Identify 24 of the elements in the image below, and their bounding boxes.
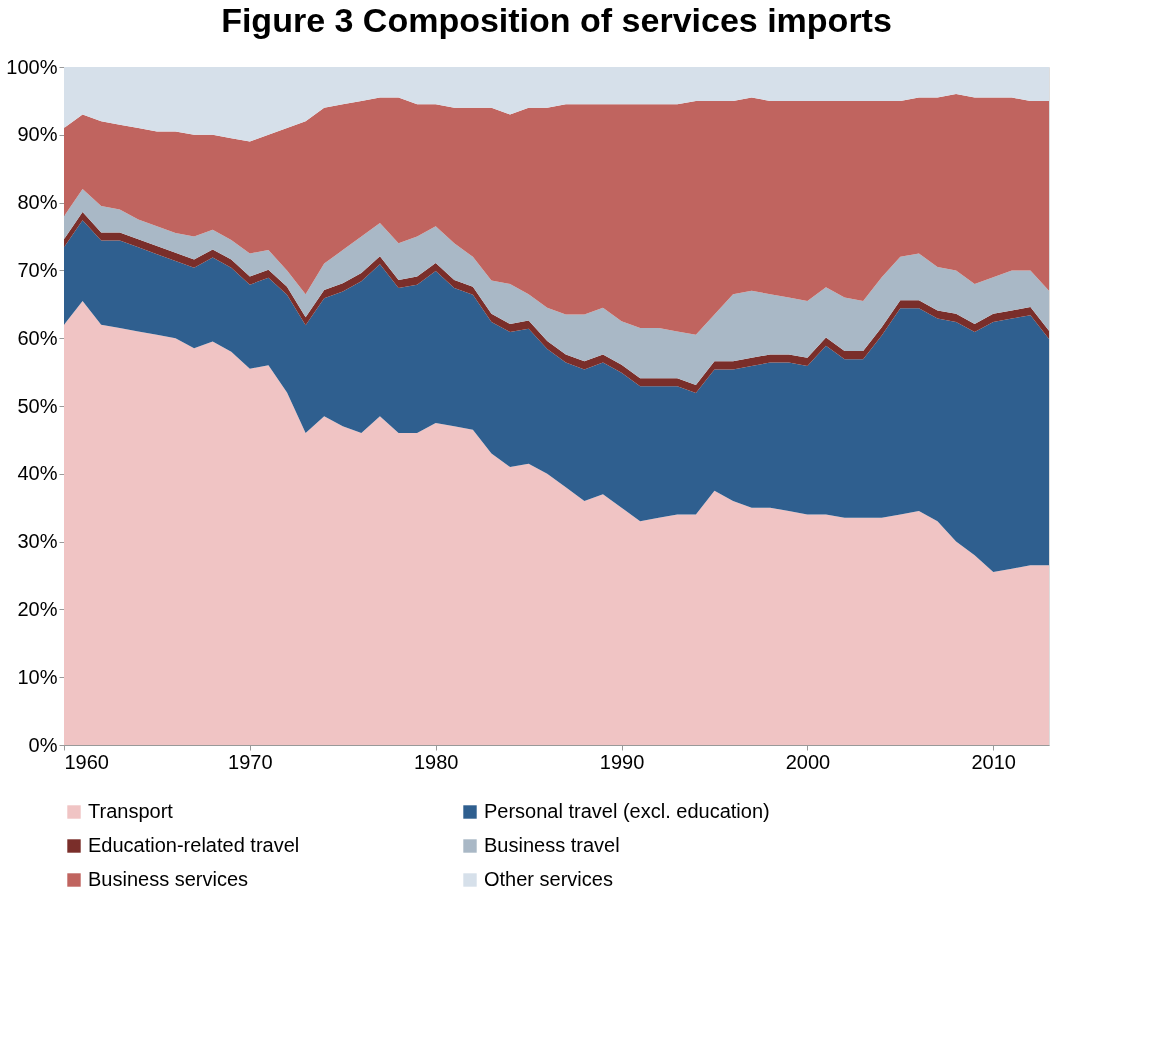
- legend-label: Business services: [88, 868, 249, 890]
- y-tick-label: 100%: [6, 55, 58, 78]
- legend-label: Education-related travel: [88, 834, 300, 856]
- x-tick-label: 1980: [413, 750, 459, 773]
- y-tick-label: 40%: [17, 462, 58, 485]
- legend-label: Other services: [484, 868, 613, 890]
- legend-label: Personal travel (excl. education): [484, 800, 770, 822]
- y-tick-label: 10%: [17, 665, 58, 688]
- legend-label: Transport: [88, 800, 174, 822]
- x-tick-label: 2000: [785, 750, 831, 773]
- y-tick-label: 90%: [17, 123, 58, 146]
- x-tick-label: 1990: [599, 750, 645, 773]
- legend-label: Business travel: [484, 834, 620, 856]
- y-tick-label: 60%: [17, 326, 58, 349]
- y-tick-label: 50%: [17, 394, 58, 417]
- x-tick-label: 2010: [971, 750, 1016, 773]
- y-tick-label: 0%: [28, 733, 58, 756]
- y-tick-label: 20%: [17, 597, 58, 620]
- x-tick-label: 1970: [228, 750, 273, 773]
- y-tick-label: 80%: [17, 191, 58, 214]
- chart-title: Figure 3 Composition of services imports: [221, 1, 892, 39]
- y-tick-label: 70%: [17, 258, 58, 281]
- y-tick-label: 30%: [17, 530, 58, 553]
- x-tick-label: 1960: [64, 750, 109, 773]
